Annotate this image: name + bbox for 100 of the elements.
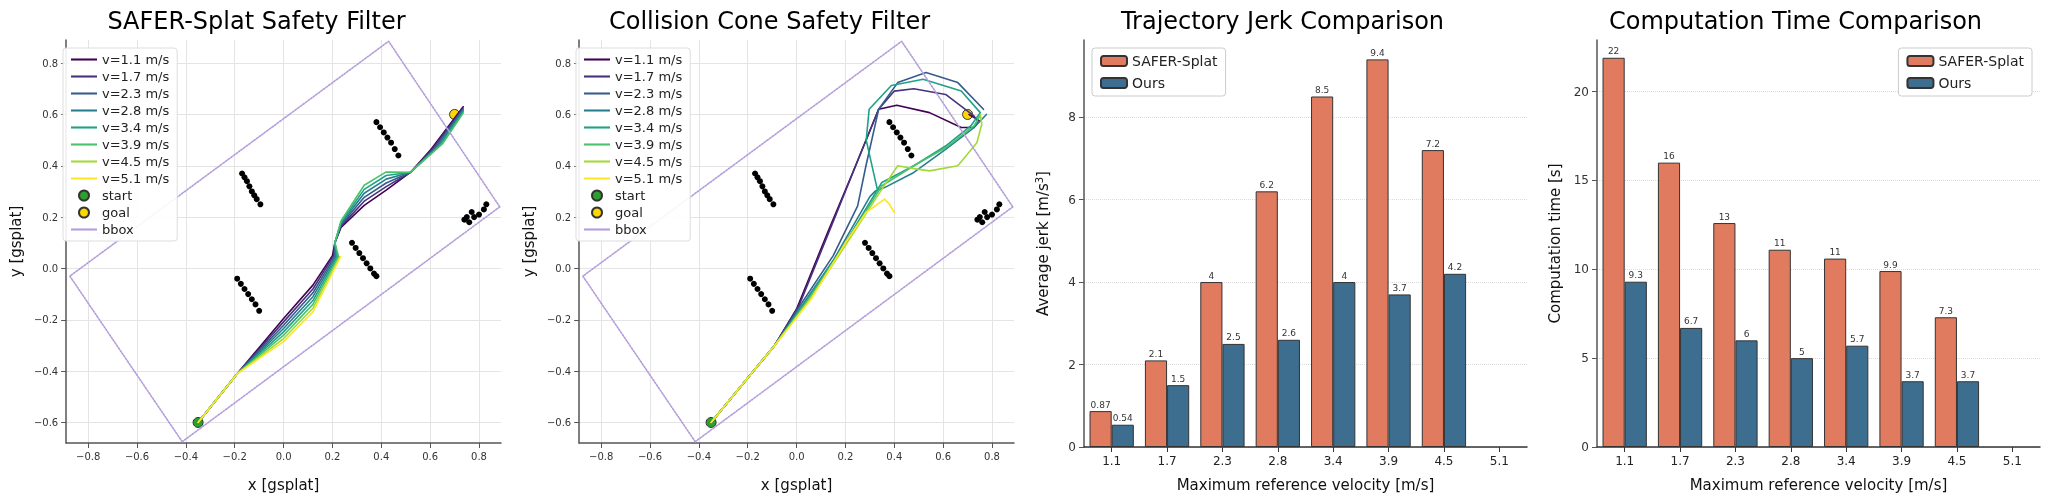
x-tick-label: 0.0 [275, 450, 292, 462]
data-label: 6 [1743, 328, 1750, 339]
x-tick-label: 2.8 [1781, 454, 1801, 468]
x-tick-label: 0.8 [471, 450, 487, 462]
x-axis-title: Maximum reference velocity [m/s] [1689, 475, 1948, 494]
x-tick-label: 0.4 [886, 450, 903, 462]
legend-label: v=2.8 m/s [102, 103, 170, 118]
legend-label: v=2.8 m/s [615, 103, 683, 118]
x-tick-label: 4.5 [1947, 454, 1967, 468]
x-tick-label: 2.3 [1212, 454, 1232, 468]
y-tick-label: 0.6 [42, 108, 59, 120]
y-tick-label: 4 [1068, 275, 1076, 290]
x-tick-label: 0.4 [373, 450, 390, 462]
legend-label: goal [615, 205, 643, 220]
chart-title: Computation Time Comparison [1608, 7, 1983, 35]
x-axis-title: x [gsplat] [247, 475, 320, 494]
x-axis-title: x [gsplat] [760, 475, 833, 494]
legend-label: Ours [1132, 75, 1165, 91]
y-tick-label: −0.2 [33, 314, 59, 326]
x-tick-label: −0.6 [124, 450, 150, 462]
x-tick-label: −0.4 [173, 450, 199, 462]
y-tick-label: 20 [1573, 84, 1589, 99]
legend-label: v=1.7 m/s [615, 69, 683, 84]
x-tick-label: 0.6 [422, 450, 439, 462]
legend-label: start [102, 188, 133, 203]
x-tick-label: 2.3 [1725, 454, 1745, 468]
y-tick-label: −0.2 [546, 314, 572, 326]
y-tick-label: 0.2 [42, 211, 59, 223]
legend-label: v=4.5 m/s [615, 154, 683, 169]
legend-label: v=3.9 m/s [615, 137, 683, 152]
legend-label: v=2.3 m/s [102, 86, 170, 101]
x-tick-label: 1.1 [1615, 454, 1635, 468]
legend-label: v=4.5 m/s [102, 154, 170, 169]
legend-label: v=3.4 m/s [102, 120, 170, 135]
data-label: 13 [1718, 211, 1731, 222]
data-label: 9.3 [1628, 270, 1643, 281]
data-label: 16 [1663, 151, 1675, 162]
data-label: 11 [1774, 238, 1786, 249]
data-label: 3.7 [1905, 369, 1920, 380]
y-axis-title: y [gsplat] [6, 205, 25, 278]
legend-label: v=5.1 m/s [615, 171, 683, 186]
x-tick-label: 0.8 [984, 450, 1000, 462]
y-tick-label: 0 [1068, 440, 1076, 454]
x-tick-label: 0.2 [837, 450, 854, 462]
legend-label: v=3.9 m/s [102, 137, 170, 152]
y-axis-title: y [gsplat] [519, 205, 538, 278]
x-tick-label: 1.1 [1102, 454, 1122, 468]
data-label: 9.9 [1883, 259, 1898, 270]
legend-label: v=1.1 m/s [102, 52, 170, 67]
y-tick-label: 0.4 [42, 160, 59, 172]
y-tick-label: 15 [1573, 173, 1589, 188]
data-label: 7.2 [1425, 138, 1441, 149]
data-label: 8.5 [1314, 84, 1330, 95]
legend-label: bbox [615, 222, 648, 237]
data-label: 5 [1799, 346, 1805, 357]
legend-label: SAFER-Splat [1938, 53, 2025, 69]
data-label: 9.4 [1370, 47, 1385, 58]
x-axis-title: Maximum reference velocity [m/s] [1176, 475, 1435, 494]
y-tick-label: 0.8 [555, 57, 572, 69]
y-axis-title: Computation time [s] [1546, 163, 1565, 324]
y-tick-label: 6 [1068, 192, 1076, 207]
y-tick-label: 0.6 [555, 108, 572, 120]
x-tick-label: −0.6 [637, 450, 663, 462]
data-label: 7.3 [1938, 305, 1954, 316]
x-tick-label: 0.0 [788, 450, 805, 462]
y-tick-label: −0.4 [33, 365, 59, 377]
data-label: 4 [1208, 270, 1215, 281]
data-label: 2.6 [1281, 328, 1297, 339]
chart-title: SAFER-Splat Safety Filter [107, 7, 406, 35]
y-tick-label: 0.0 [42, 262, 59, 274]
data-label: 3.7 [1960, 369, 1976, 380]
y-tick-label: 2 [1068, 357, 1076, 372]
legend-label: goal [102, 205, 130, 220]
data-label: 0.54 [1112, 413, 1134, 424]
x-tick-label: 0.2 [324, 450, 341, 462]
y-tick-label: 0.2 [555, 211, 572, 223]
x-tick-label: 4.5 [1434, 454, 1454, 468]
y-tick-label: 0.0 [555, 262, 572, 274]
y-tick-label: −0.6 [33, 416, 59, 428]
legend-label: v=1.1 m/s [615, 52, 683, 67]
legend-label: v=3.4 m/s [615, 120, 683, 135]
x-tick-label: 1.7 [1670, 454, 1690, 468]
x-tick-label: 0.6 [935, 450, 952, 462]
x-tick-label: −0.8 [589, 450, 614, 462]
y-tick-label: 10 [1573, 262, 1589, 277]
data-label: 1.5 [1170, 373, 1186, 384]
x-tick-label: 3.4 [1836, 454, 1856, 468]
y-tick-label: −0.6 [546, 416, 572, 428]
data-label: 4.2 [1447, 262, 1463, 273]
data-label: 11 [1829, 247, 1841, 258]
legend-label: v=1.7 m/s [102, 69, 170, 84]
y-tick-label: −0.4 [546, 365, 572, 377]
y-tick-label: 0.4 [555, 160, 572, 172]
x-tick-label: 1.7 [1157, 454, 1177, 468]
data-label: 2.5 [1226, 332, 1241, 343]
legend-label: v=5.1 m/s [102, 171, 170, 186]
x-tick-label: 5.1 [1489, 454, 1509, 468]
legend-label: SAFER-Splat [1132, 53, 1219, 69]
y-tick-label: 0.8 [42, 57, 59, 69]
x-tick-label: −0.8 [76, 450, 101, 462]
